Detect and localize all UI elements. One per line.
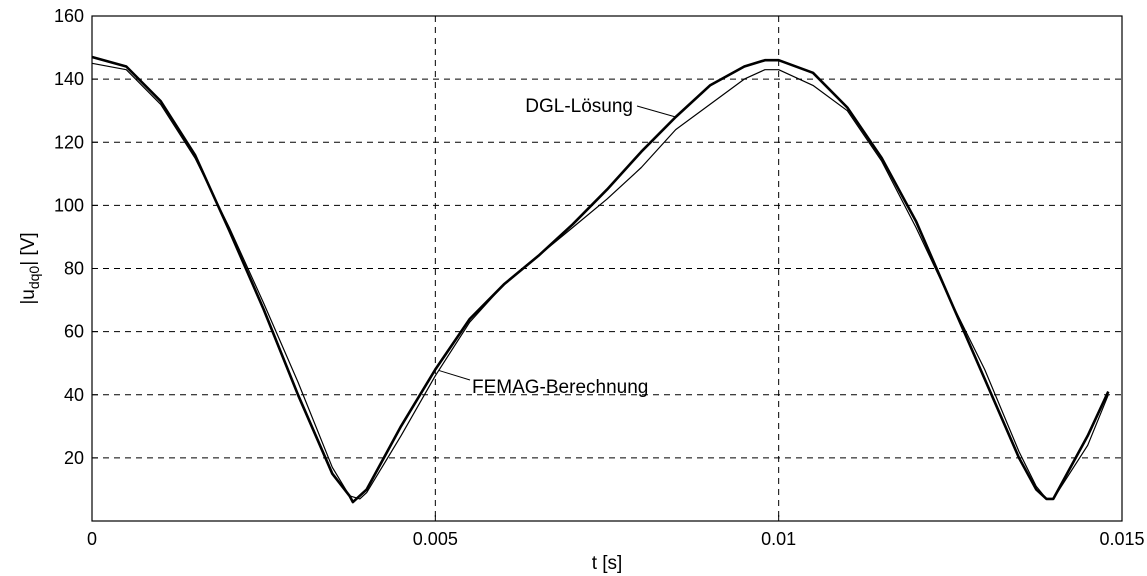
x-tick-label: 0.005 [413, 529, 458, 549]
y-tick-label: 160 [54, 6, 84, 26]
annotation-femag-berechnung: FEMAG-Berechnung [472, 377, 648, 398]
annotation-leader-femag [438, 369, 471, 381]
x-tick-label: 0.01 [761, 529, 796, 549]
y-axis-label-subscript: dq0 [26, 266, 42, 290]
annotation-leader-dgl [636, 105, 676, 118]
y-tick-label: 120 [54, 132, 84, 152]
y-tick-label: 20 [64, 448, 84, 468]
x-axis-label: t [s] [592, 553, 623, 574]
series-lines [91, 55, 1110, 504]
series-line-1 [91, 55, 1110, 504]
y-tick-label: 140 [54, 69, 84, 89]
series-line-2 [91, 62, 1109, 500]
y-tick-label: 80 [64, 259, 84, 279]
annotation-dgl-loesung: DGL-Lösung [525, 96, 633, 117]
y-tick-label: 40 [64, 385, 84, 405]
annotations: DGL-Lösung FEMAG-Berechnung [438, 96, 676, 398]
x-tick-label: 0.015 [1099, 529, 1144, 549]
grid-lines [92, 16, 1122, 521]
y-axis-label-suffix: | [V] [18, 232, 39, 265]
y-axis-label-prefix: |u [18, 289, 39, 305]
x-tick-label: 0 [87, 529, 97, 549]
tick-labels: 0 0.005 0.01 0.015 20 40 60 80 100 120 140 160 [54, 6, 1145, 549]
y-tick-label: 60 [64, 322, 84, 342]
y-axis-label: |udq0| [V] [18, 232, 42, 304]
y-tick-label: 100 [54, 195, 84, 215]
